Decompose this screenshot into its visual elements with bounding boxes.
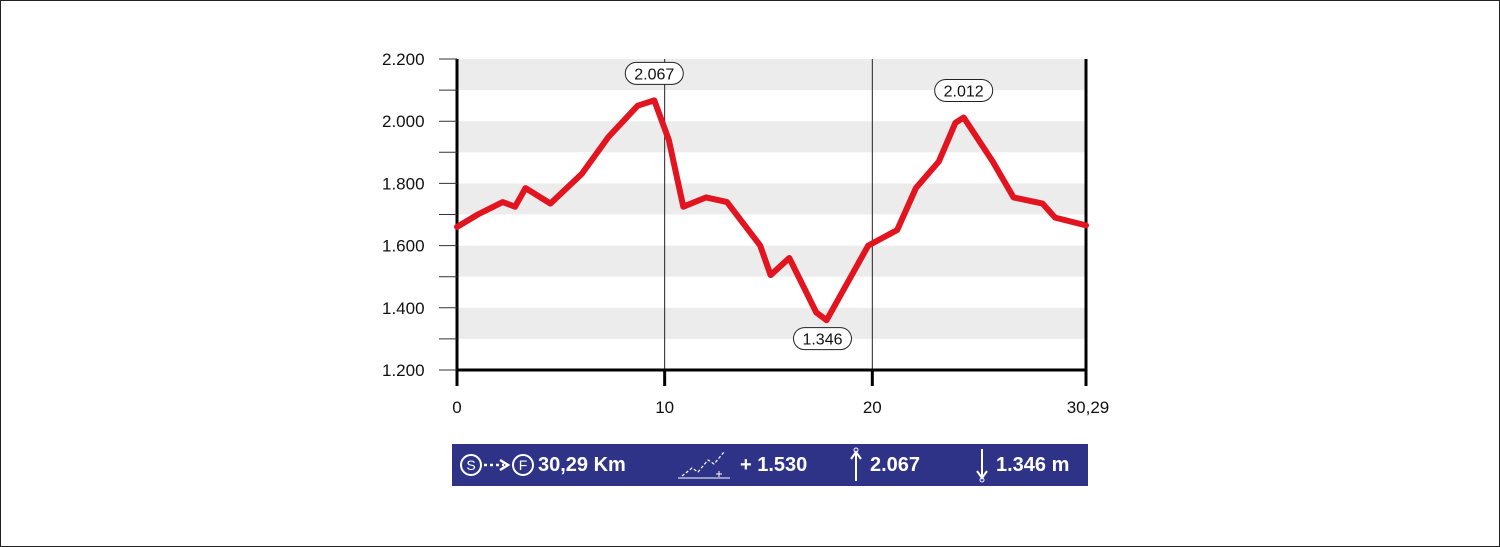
start-finish-indicator: S F 30,29 Km [460,444,626,486]
grid-band [457,183,1086,215]
annotation-bubble [934,78,994,102]
y-tick-label: 1.600 [382,237,425,256]
max-elevation-value: 2.067 [870,453,921,476]
down-arrow-icon [976,449,988,483]
start-icon: S [460,454,482,476]
elevation-profile-chart: 1.200 1.400 1.600 1.800 2.000 2.200 0 10 20 30,2… [382,50,1109,417]
y-axis-ticks: 1.200 1.400 1.600 1.800 2.000 2.200 [382,50,457,380]
min-elevation-stat: 1.346 m [974,444,1069,486]
grid-bands [457,59,1086,339]
vertical-markers [664,59,873,370]
y-tick-label: 1.200 [382,361,425,380]
x-tick-label: 20 [863,398,882,417]
up-arrow-icon [850,447,862,481]
peak-annotations: 2.067 1.346 2.012 [624,61,994,351]
ascent-value: + 1.530 [740,453,808,476]
annotation-bubble [624,61,684,85]
x-tick-label: 10 [655,398,674,417]
annotation-label: 2.067 [634,66,674,83]
series-layer [454,97,1089,324]
ascent-stat: + 1.530 [676,444,807,486]
min-elevation-value: 1.346 m [996,453,1070,476]
elevation-series-line [454,97,1089,324]
x-tick-label: 0 [452,398,461,417]
x-tick-label: 30,29 [1067,398,1110,417]
distance-value: 30,29 Km [538,453,626,476]
y-tick-label: 1.400 [382,299,425,318]
dotted-arrow-icon [484,458,511,472]
annotation-label: 1.346 [802,332,842,349]
annotation-bubble [792,327,852,351]
finish-icon: F [512,454,534,476]
grid-band [457,307,1086,339]
grid-band [457,121,1086,153]
y-tick-label: 2.000 [382,112,425,131]
x-axis-ticks: 0 10 20 30,29 [452,370,1109,417]
ascent-icon [678,451,730,479]
route-stats-bar: S F 30,29 Km + 1.530 2.067 1.346 m [452,444,1088,486]
y-tick-label: 2.200 [382,50,425,69]
annotation-label: 2.012 [944,83,984,100]
max-elevation-stat: 2.067 [848,444,920,486]
y-tick-label: 1.800 [382,174,425,193]
